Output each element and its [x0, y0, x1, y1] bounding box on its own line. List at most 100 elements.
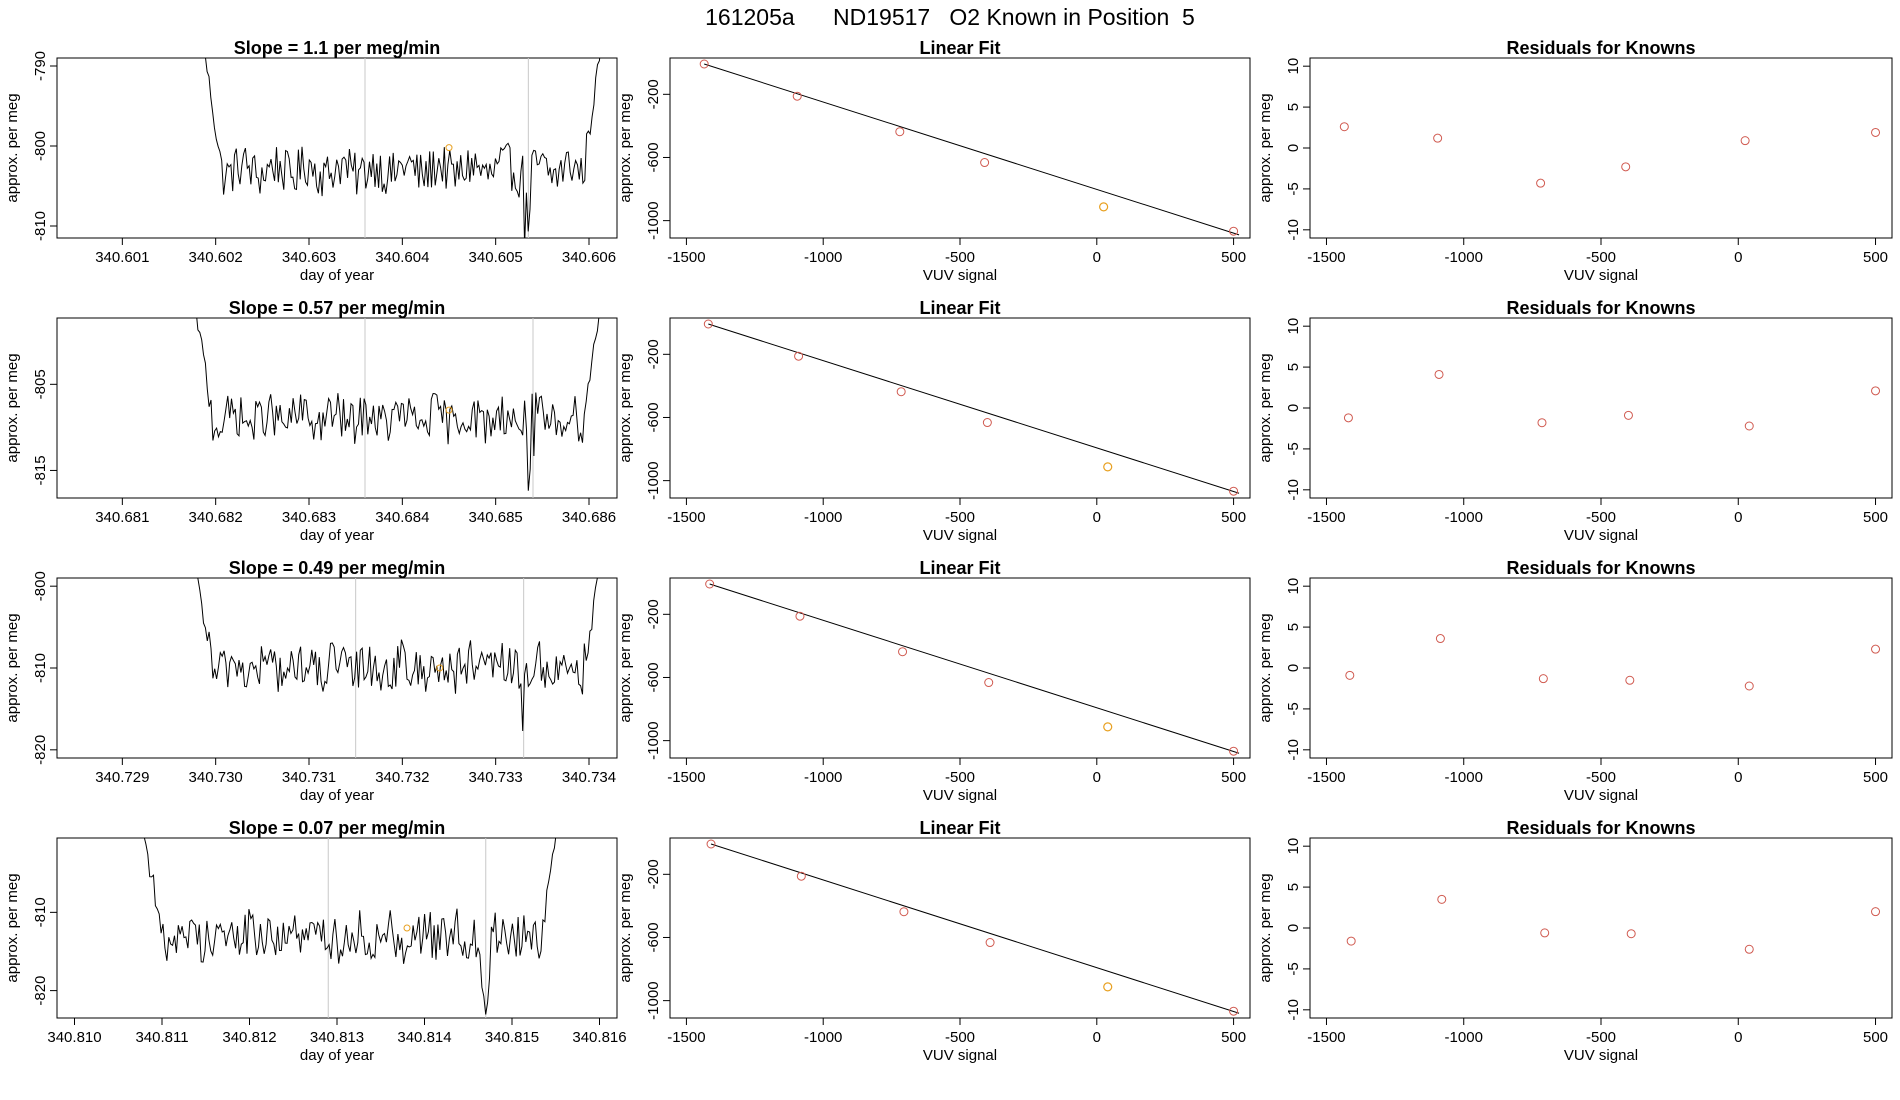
linear_fit-r4-known-point [985, 938, 995, 948]
residuals-r4-xtick-label: -1000 [1445, 1029, 1483, 1046]
residuals-r4-residual-point [1437, 894, 1447, 904]
linear_fit-r3-plot-area [705, 579, 1240, 756]
linear_fit-r1-xtick-label: 0 [1093, 249, 1101, 266]
residuals-r1-xtick-label: 500 [1863, 249, 1888, 266]
timeseries-r4-xtick-label: 340.816 [572, 1029, 626, 1046]
residuals-r2-residual-point [1343, 413, 1353, 423]
linear_fit-r4-plot-area [706, 839, 1240, 1016]
residuals-r3-xtick-label: -1000 [1445, 769, 1483, 786]
timeseries-r4-xtick-label: 340.815 [485, 1029, 539, 1046]
residuals-r3-residual-point [1538, 674, 1548, 684]
linear_fit-r1-xtick-label: -1500 [667, 249, 705, 266]
linear_fit-r3-known-point [984, 678, 994, 688]
timeseries-r4-xtick-label: 340.814 [397, 1029, 451, 1046]
timeseries-r2-ylabel: approx. per meg [4, 353, 21, 462]
linear_fit-r3-xtick-label: 500 [1221, 769, 1246, 786]
residuals-r1-xtick-label: 0 [1734, 249, 1742, 266]
linear_fit-r1-ytick-label: -1000 [645, 201, 662, 239]
residuals-r4-residual-point [1540, 928, 1550, 938]
residuals-r1-xtick-label: -1500 [1307, 249, 1345, 266]
residuals-r3-residual-point [1625, 675, 1635, 685]
linear_fit-r2-xtick-label: 500 [1221, 509, 1246, 526]
timeseries-r1-ytick-label: -790 [32, 51, 49, 81]
linear_fit-r2-xtick-label: -1500 [667, 509, 705, 526]
timeseries-r1-ytick-label: -810 [32, 211, 49, 241]
residuals-r4-frame [1309, 837, 1893, 1019]
residuals-r4-ytick-label: -10 [1285, 999, 1302, 1021]
timeseries-r3-ytick-label: -820 [32, 735, 49, 765]
linear_fit-r4-title: Linear Fit [919, 818, 1000, 838]
residuals-r1-residual-point [1740, 136, 1750, 146]
residuals-r3-panel: Residuals for Knowns -1500 -1000 -500 0 500 -1… [1257, 558, 1893, 804]
residuals-r1-ytick-label: 0 [1285, 144, 1302, 152]
timeseries-r1-plot-area [205, 58, 601, 238]
residuals-r1-frame [1309, 57, 1893, 239]
linear_fit-r4-fit-line [710, 843, 1240, 1014]
residuals-r3-ytick-label: 0 [1285, 664, 1302, 672]
timeseries-r3-plot-area [196, 578, 598, 758]
residuals-r4-residual-point [1744, 944, 1754, 954]
residuals-r2-xtick-label: -1000 [1445, 509, 1483, 526]
timeseries-r2-trace [196, 318, 600, 491]
timeseries-r4-trace [143, 838, 557, 1015]
residuals-r1-xtick-label: -500 [1586, 249, 1616, 266]
linear_fit-r4-unknown-point [1103, 982, 1113, 992]
residuals-r2-residual-point [1623, 410, 1633, 420]
residuals-r1-ytick-label: -10 [1285, 219, 1302, 241]
timeseries-r1-unknown-marker [445, 144, 453, 152]
linear_fit-r4-known-point [899, 907, 909, 917]
residuals-r3-plot-area [1345, 634, 1881, 691]
timeseries-r2-unknown-marker [445, 406, 453, 414]
timeseries-r1-ylabel: approx. per meg [4, 93, 21, 202]
linear_fit-r2-title: Linear Fit [919, 298, 1000, 318]
linear_fit-r1-xtick-label: -1000 [804, 249, 842, 266]
timeseries-r4-unknown-marker [403, 924, 411, 932]
timeseries-r4-xlabel: day of year [300, 1047, 374, 1064]
timeseries-r3-ytick-label: -810 [32, 653, 49, 683]
timeseries-r1-xtick-label: 340.602 [189, 249, 243, 266]
residuals-r1-panel: Residuals for Knowns -1500 -1000 -500 0 500 -1… [1257, 38, 1893, 284]
linear_fit-r3-xtick-label: 0 [1093, 769, 1101, 786]
residuals-r3-ytick-label: -10 [1285, 739, 1302, 761]
residuals-r2-residual-point [1537, 418, 1547, 428]
residuals-r3-frame [1309, 577, 1893, 759]
linear_fit-r2-fit-line [708, 323, 1240, 494]
timeseries-r1-frame [56, 57, 618, 239]
residuals-r3-residual-point [1871, 644, 1881, 654]
timeseries-r1-xtick-label: 340.601 [95, 249, 149, 266]
linear_fit-r1-known-point [980, 158, 990, 168]
linear_fit-r1-panel: Linear Fit -1500 -1000 -500 0 500 -1000 -600 -20… [617, 38, 1251, 284]
linear_fit-r4-known-point [1229, 1006, 1239, 1016]
timeseries-r3-ytick-label: -800 [32, 571, 49, 601]
timeseries-r1-xtick-label: 340.604 [375, 249, 429, 266]
linear_fit-r4-ytick-label: -200 [645, 859, 662, 889]
linear_fit-r1-known-point [792, 91, 802, 101]
timeseries-r1-xtick-label: 340.605 [469, 249, 523, 266]
linear_fit-r2-ylabel: approx. per meg [617, 353, 634, 462]
residuals-r4-residual-point [1626, 929, 1636, 939]
timeseries-r1-title: Slope = 1.1 per meg/min [234, 38, 441, 58]
timeseries-r4-title: Slope = 0.07 per meg/min [229, 818, 446, 838]
residuals-r4-xtick-label: -500 [1586, 1029, 1616, 1046]
residuals-r3-ytick-label: -5 [1285, 702, 1302, 715]
linear_fit-r2-known-point [703, 319, 713, 329]
timeseries-r3-unknown-marker [436, 664, 444, 672]
linear_fit-r3-frame [669, 577, 1251, 759]
timeseries-r2-xlabel: day of year [300, 527, 374, 544]
linear_fit-r2-known-point [1229, 486, 1239, 496]
timeseries-r4-ytick-label: -810 [32, 897, 49, 927]
residuals-r3-title: Residuals for Knowns [1506, 558, 1695, 578]
linear_fit-r4-ylabel: approx. per meg [617, 873, 634, 982]
residuals-r2-residual-point [1871, 386, 1881, 396]
linear_fit-r4-xtick-label: 500 [1221, 1029, 1246, 1046]
timeseries-r3-xlabel: day of year [300, 787, 374, 804]
timeseries-r2-ytick-label: -815 [32, 455, 49, 485]
residuals-r1-ytick-label: -5 [1285, 182, 1302, 195]
timeseries-r2-xtick-label: 340.684 [375, 509, 429, 526]
timeseries-r2-xtick-label: 340.681 [95, 509, 149, 526]
linear_fit-r1-xtick-label: -500 [945, 249, 975, 266]
timeseries-r4-plot-area [143, 838, 557, 1018]
residuals-r2-frame [1309, 317, 1893, 499]
linear_fit-r3-xlabel: VUV signal [923, 787, 997, 804]
linear_fit-r4-known-point [796, 871, 806, 881]
